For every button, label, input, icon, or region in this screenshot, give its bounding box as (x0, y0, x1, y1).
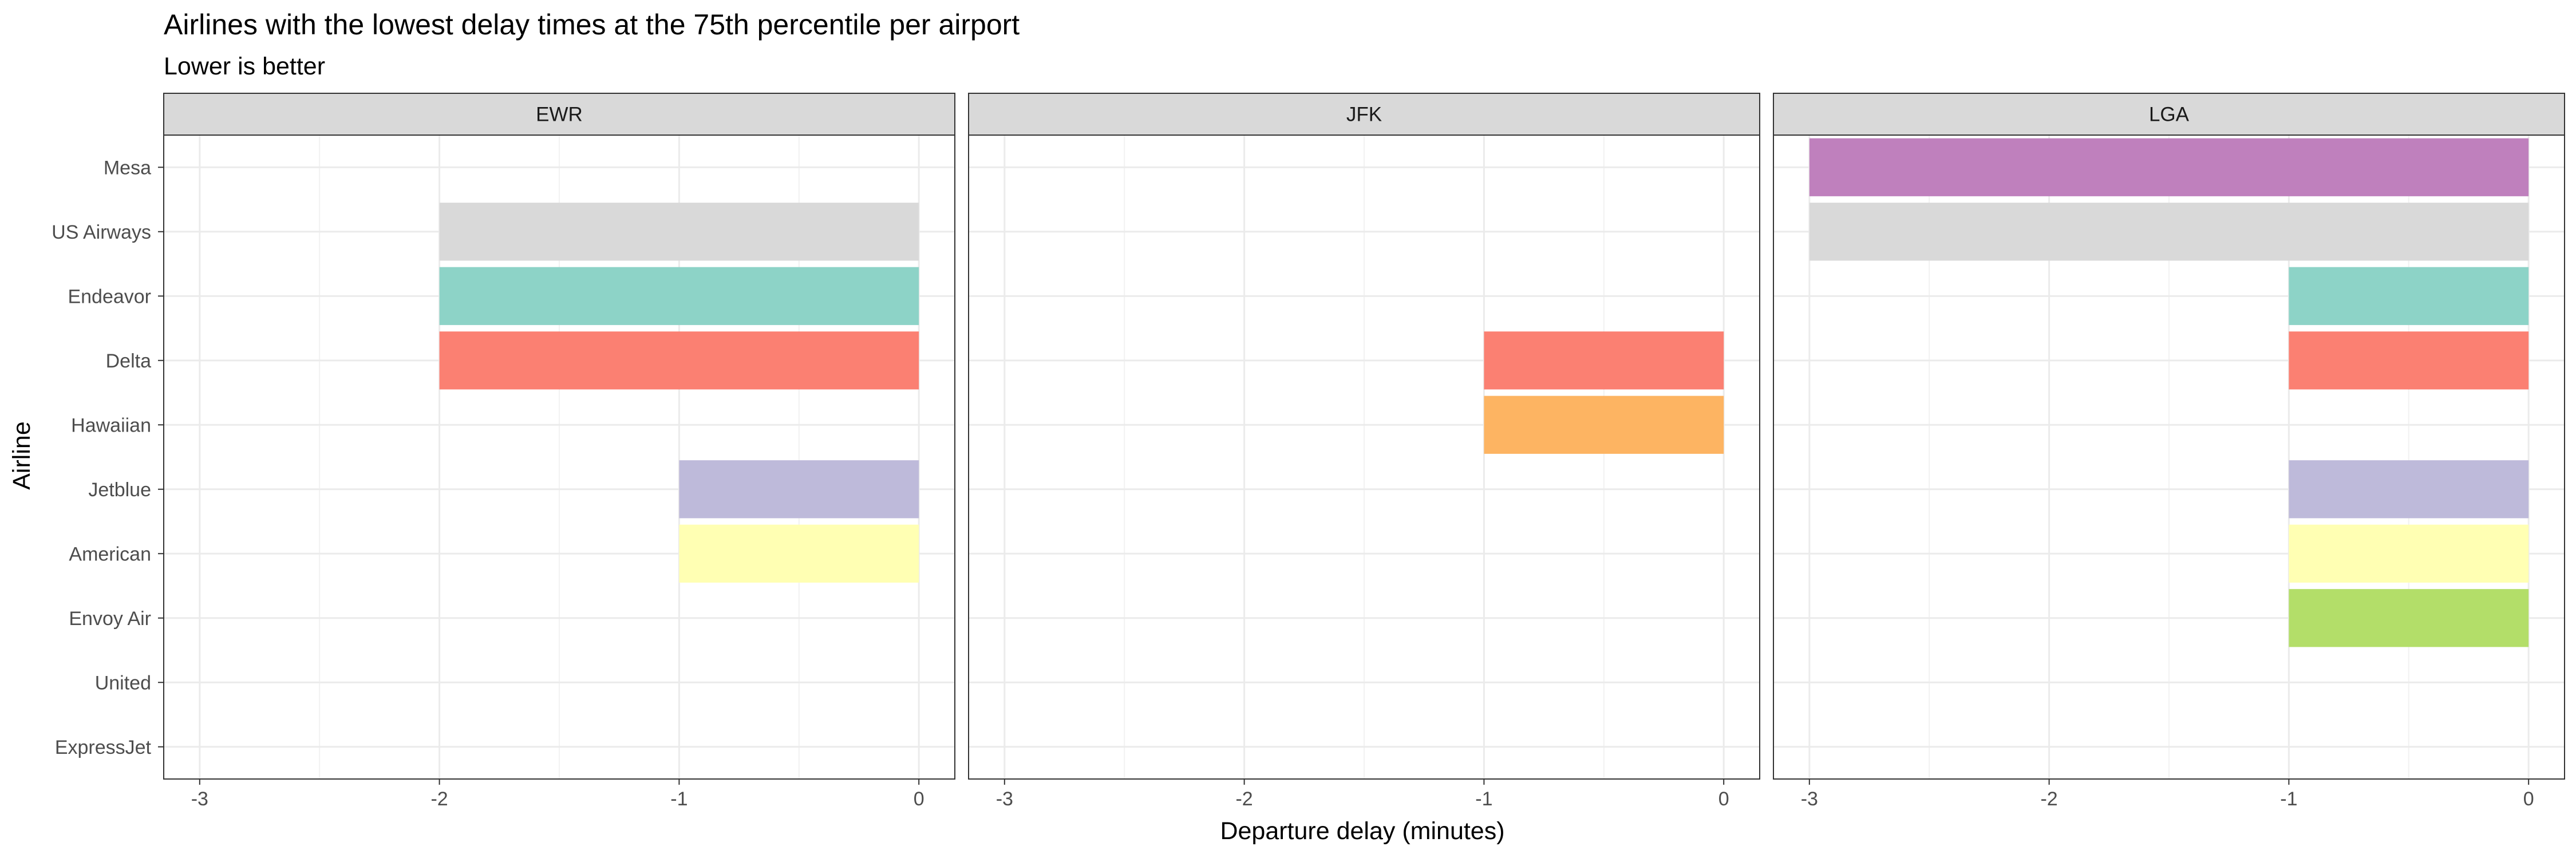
panel-border (1773, 135, 2565, 780)
x-tick-label: -2 (2040, 788, 2057, 810)
x-tick-label: -3 (996, 788, 1013, 810)
y-tick-label: United (95, 672, 151, 694)
bar-hawaiian (1484, 396, 1724, 454)
chart-title: Airlines with the lowest delay times at … (164, 9, 1020, 41)
facet-strip-label: EWR (536, 104, 583, 126)
x-tick-label: -1 (670, 788, 688, 810)
x-axis-title: Departure delay (minutes) (1220, 817, 1504, 845)
panel-jfk: JFK -3 -2 -1 0 (968, 93, 1760, 810)
y-tick-label: Hawaiian (71, 414, 151, 436)
y-axis-title: Airline (8, 421, 35, 490)
chart-subtitle: Lower is better (164, 53, 325, 80)
bar-envoy-air (2289, 589, 2529, 647)
facet-strip (1773, 93, 2565, 136)
bar-delta (439, 331, 919, 390)
bar-mesa (1809, 138, 2529, 196)
panel-lga: LGA -3 -2 -1 0 (1773, 93, 2565, 810)
panel-ewr: EWR -3 -2 -1 0 (163, 93, 955, 810)
y-tick-label: Delta (106, 350, 151, 372)
facet-panels: EWR -3 -2 -1 0 JFK -3 -2 -1 0 LGA -3 -2 -1 0 (163, 93, 2565, 810)
x-tick-label: -3 (1801, 788, 1818, 810)
x-tick-label: -1 (2280, 788, 2297, 810)
x-tick-label: -1 (1475, 788, 1492, 810)
x-tick-label: -2 (430, 788, 448, 810)
y-tick-label: Envoy Air (69, 608, 151, 630)
x-tick-label: 0 (914, 788, 924, 810)
y-tick-label: Jetblue (88, 479, 151, 501)
panel-border (968, 135, 1760, 780)
panel-border (163, 135, 955, 780)
bar-american (2289, 524, 2529, 583)
x-tick-label: 0 (2523, 788, 2534, 810)
y-tick-label: US Airways (52, 222, 151, 243)
x-tick-label: -2 (1235, 788, 1253, 810)
x-tick-label: -3 (191, 788, 208, 810)
bar-delta (2289, 331, 2529, 390)
bar-delta (1484, 331, 1724, 390)
bar-endeavor (2289, 267, 2529, 325)
facet-strip-label: JFK (1346, 104, 1382, 126)
bar-endeavor (439, 267, 919, 325)
facet-strip-label: LGA (2149, 104, 2190, 126)
y-tick-label: ExpressJet (55, 737, 152, 758)
bar-jetblue (679, 460, 919, 519)
y-axis-ticks: Mesa US Airways Endeavor Delta Hawaiian Jetbl… (52, 157, 164, 758)
bar-jetblue (2289, 460, 2529, 519)
x-tick-label: 0 (1718, 788, 1729, 810)
bar-american (679, 524, 919, 583)
bar-us-airways (1809, 203, 2529, 261)
y-tick-label: Endeavor (68, 286, 151, 307)
facet-strip (163, 93, 955, 136)
y-tick-label: American (69, 543, 151, 565)
y-tick-label: Mesa (104, 157, 151, 179)
bar-us-airways (439, 203, 919, 261)
